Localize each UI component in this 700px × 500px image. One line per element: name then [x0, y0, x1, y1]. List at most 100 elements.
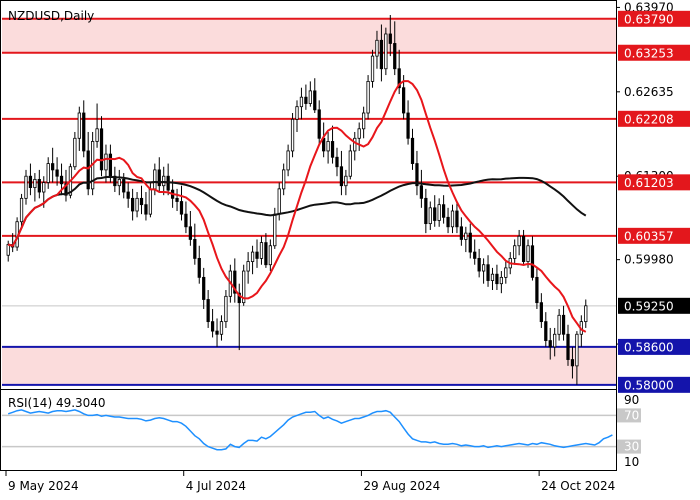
candle-body [73, 137, 77, 168]
candle-body [104, 153, 108, 171]
resistance-level-3-label: 0.61203 [624, 176, 674, 190]
candle [202, 267, 206, 309]
candle-body [162, 175, 166, 187]
candle [77, 106, 81, 151]
candle-body [473, 251, 477, 259]
candle [468, 223, 472, 259]
candle-body [144, 204, 148, 215]
candle-body [513, 245, 517, 259]
candle [397, 49, 401, 95]
candle-body [299, 96, 304, 108]
candle-body [255, 251, 259, 259]
candle-body [410, 137, 415, 164]
candle-body [259, 242, 264, 259]
candle-body [566, 333, 570, 360]
candle [224, 290, 228, 328]
level-tags: 0.63790 0.63253 0.62208 0.61203 0.60357 0.586… [618, 10, 690, 393]
candle [464, 226, 468, 253]
moving-averages [7, 80, 587, 333]
candle-body [233, 270, 237, 294]
candle [264, 233, 268, 268]
candle-body [455, 210, 459, 228]
candle [553, 327, 557, 357]
chart-symbol-title: NZDUSD,Daily [8, 9, 94, 23]
price-tick-label: 0.62635 [624, 85, 674, 99]
candle [28, 163, 33, 196]
candle-body [59, 175, 64, 185]
candle-body [544, 321, 548, 341]
time-tick-label: 4 Jul 2024 [186, 479, 246, 493]
candle-body [370, 55, 375, 82]
candle [335, 147, 339, 177]
candle [481, 258, 486, 284]
candle [51, 147, 55, 183]
candle [428, 201, 432, 230]
candle [561, 305, 566, 341]
resistance-level-3-tag [618, 174, 690, 191]
candle [82, 100, 86, 158]
candle [175, 188, 179, 211]
candle-body [197, 258, 201, 278]
candle [304, 84, 308, 110]
candle-body [193, 239, 197, 259]
candle-body [219, 321, 224, 335]
candle [455, 201, 459, 234]
candle-body [242, 270, 246, 304]
candle-body [224, 295, 228, 323]
candle [486, 255, 490, 287]
candle-body [202, 276, 206, 300]
candle [33, 173, 37, 202]
candle [348, 144, 352, 180]
resistance-level-2-label: 0.62208 [624, 112, 674, 126]
candle-body [19, 197, 24, 223]
candle-body [441, 204, 446, 218]
current-price-tag [618, 297, 690, 314]
candle [144, 192, 148, 221]
candle-body [561, 314, 566, 335]
rsi-scale-label-10: 10 [624, 455, 639, 469]
candle-body [357, 128, 361, 139]
candle-body [250, 251, 255, 262]
candle-body [553, 333, 557, 348]
candle-body [82, 112, 86, 152]
candle [490, 267, 495, 291]
candle [193, 223, 197, 265]
candle [19, 193, 24, 227]
candle [188, 210, 192, 246]
candle-body [486, 264, 490, 281]
candle-body [6, 244, 10, 256]
candle-body [366, 80, 370, 114]
candle [313, 78, 317, 113]
resistance-level-1-label: 0.63253 [624, 46, 674, 60]
rsi-level-tag-30 [617, 439, 641, 454]
candle-body [384, 33, 388, 70]
candle [24, 169, 28, 205]
candle-body [504, 267, 508, 278]
candle [459, 217, 464, 246]
candle [530, 236, 535, 281]
candle [184, 201, 188, 234]
rsi-label: RSI(14) 49.3040 [8, 396, 106, 410]
slow-moving-average-line [7, 175, 587, 247]
candle [246, 252, 250, 284]
candle [268, 239, 272, 272]
candle-body [459, 226, 464, 240]
candle-body [126, 191, 130, 199]
candle [521, 229, 526, 265]
candle-body [290, 118, 295, 152]
candle-body [477, 258, 481, 272]
candle [308, 81, 312, 107]
candle-body [273, 213, 277, 247]
candle [295, 100, 299, 132]
level-lines [2, 17, 616, 386]
candle-body [433, 207, 437, 221]
support-level-1-label: 0.58000 [624, 378, 674, 392]
candle [477, 248, 481, 278]
candle-body [99, 128, 104, 171]
candle-body [206, 299, 210, 323]
resistance-level-1-tag [618, 44, 690, 61]
candle-body [481, 264, 486, 272]
fast-moving-average-line [7, 80, 587, 333]
candle [424, 188, 428, 234]
